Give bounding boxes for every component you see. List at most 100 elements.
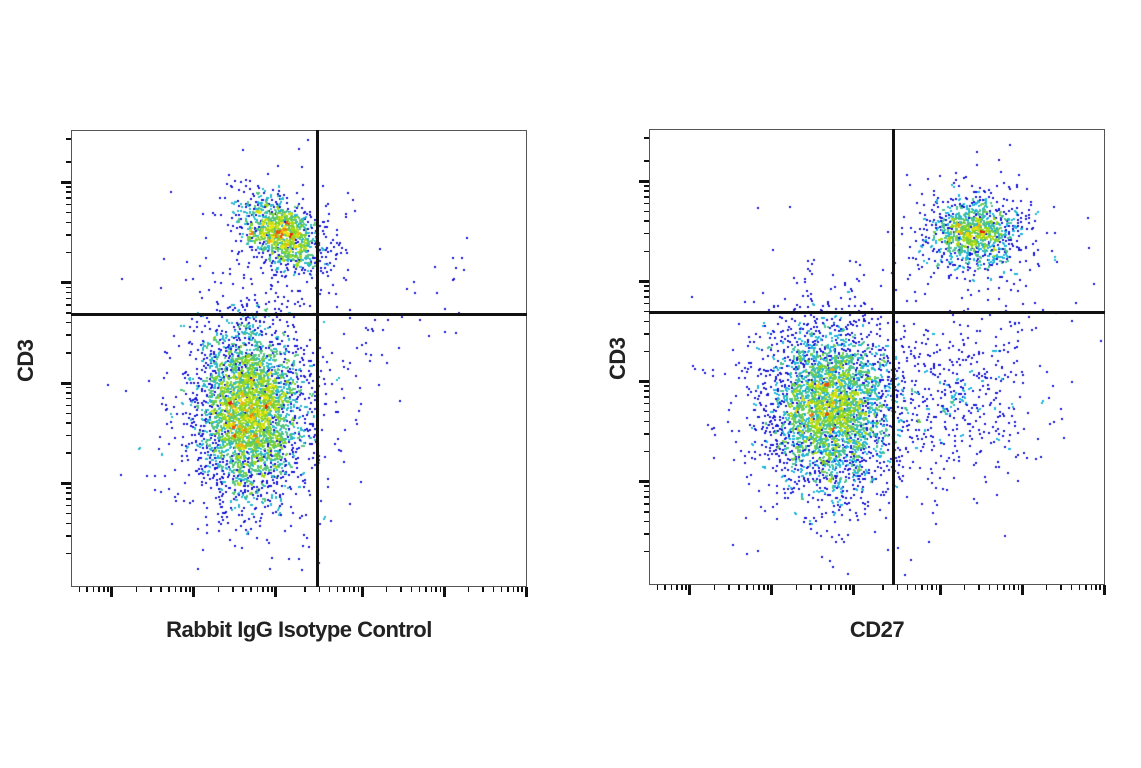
minor-tick [271,587,273,592]
minor-tick [644,320,649,322]
minor-tick [66,498,71,500]
major-tick [938,585,942,595]
minor-tick [644,520,649,523]
minor-tick [435,587,437,592]
minor-tick [834,585,837,590]
minor-tick [66,191,71,193]
minor-tick [644,185,649,187]
minor-tick [664,585,666,590]
major-tick [61,180,71,184]
minor-tick [185,587,187,592]
minor-tick [644,503,649,505]
minor-tick [242,587,244,592]
major-tick [1102,585,1106,595]
quadrant-gate-vertical-right[interactable] [892,129,895,585]
minor-tick [425,587,427,592]
major-tick [61,381,71,385]
minor-tick [66,321,71,324]
minor-tick [66,434,71,437]
minor-tick [66,352,71,354]
minor-tick [644,333,649,335]
minor-tick [1008,585,1011,590]
minor-tick [66,297,71,300]
minor-tick [685,585,687,590]
minor-tick [644,210,649,213]
minor-tick [644,511,649,513]
minor-tick [656,585,659,590]
minor-tick [250,587,252,592]
density-scatter-left [72,131,525,585]
minor-tick [174,587,177,592]
minor-tick [644,450,649,453]
major-tick [192,587,196,597]
minor-tick [66,397,71,400]
density-scatter-right [650,130,1103,583]
minor-tick [926,585,929,590]
major-tick [61,281,71,285]
minor-tick [66,512,71,515]
minor-tick [644,190,649,192]
major-tick [639,380,649,384]
minor-tick [644,285,649,287]
minor-tick [681,585,683,590]
minor-tick [1085,585,1087,590]
minor-tick [1099,585,1101,590]
minor-tick [66,492,71,494]
minor-tick [467,587,470,592]
minor-tick [921,585,923,590]
y-axis-label-right: CD3 [605,337,630,380]
minor-tick [66,221,71,224]
minor-tick [353,587,355,592]
minor-tick [644,402,649,405]
minor-tick [66,211,71,214]
minor-tick [168,587,170,592]
minor-tick [500,587,503,592]
minor-tick [107,587,109,592]
quadrant-gate-horizontal-right[interactable] [649,311,1105,314]
major-tick [524,587,528,597]
minor-tick [644,533,649,535]
minor-tick [644,485,649,487]
minor-tick [644,196,649,198]
minor-tick [828,585,830,590]
minor-tick [644,137,649,139]
minor-tick [728,585,730,590]
major-tick [274,587,278,597]
minor-tick [66,197,71,199]
major-tick [639,279,649,283]
minor-tick [644,550,649,553]
minor-tick [644,290,649,292]
minor-tick [1078,585,1081,590]
minor-tick [512,587,515,592]
minor-tick [935,585,938,590]
minor-tick [92,587,95,592]
minor-tick [410,587,413,592]
minor-tick [644,220,649,222]
minor-tick [348,587,351,592]
minor-tick [180,587,182,592]
minor-tick [66,251,71,254]
minor-tick [1013,585,1015,590]
minor-tick [896,585,899,590]
minor-tick [763,585,765,590]
plot-area-right [649,129,1105,585]
minor-tick [670,585,673,590]
minor-tick [644,490,649,493]
minor-tick [644,160,649,162]
major-tick [360,587,364,597]
minor-tick [1045,585,1048,590]
minor-tick [644,396,649,398]
minor-tick [66,203,71,206]
minor-tick [400,587,402,592]
minor-tick [644,296,649,298]
quadrant-gate-vertical-left[interactable] [316,130,319,587]
minor-tick [418,587,421,592]
major-tick [110,587,114,597]
minor-tick [644,202,649,205]
minor-tick [840,585,842,590]
quadrant-gate-horizontal-left[interactable] [71,313,527,316]
minor-tick [66,138,71,140]
minor-tick [66,487,71,489]
minor-tick [767,585,769,590]
minor-tick [644,496,649,498]
